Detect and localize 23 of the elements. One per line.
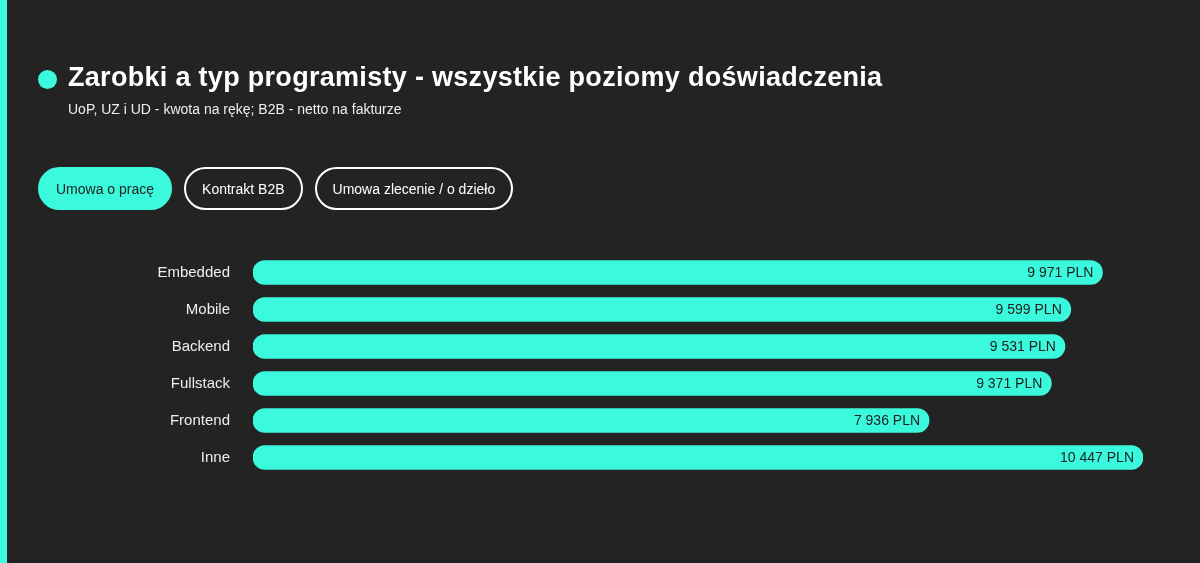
- data-label: 9 599 PLN: [995, 301, 1062, 318]
- data-label: 9 531 PLN: [989, 338, 1056, 355]
- y-tick-label: Inne: [200, 447, 230, 465]
- data-label: 9 371 PLN: [976, 375, 1043, 392]
- bar: [253, 297, 1072, 322]
- bar: [253, 260, 1103, 285]
- data-label: 10 447 PLN: [1060, 449, 1134, 466]
- bar: [253, 408, 930, 433]
- y-tick-label: Embedded: [157, 262, 230, 280]
- bar: [253, 371, 1052, 396]
- chart-subtitle: UoP, UZ i UD - kwota na rękę; B2B - netto na fakturze: [68, 101, 402, 117]
- y-tick-label: Fullstack: [170, 373, 231, 391]
- y-tick-label: Backend: [171, 336, 230, 354]
- data-label: 9 971 PLN: [1027, 264, 1094, 281]
- tab-button: Umowa zlecenie / o dzieło: [314, 167, 514, 210]
- tab-button: Umowa o pracę: [38, 167, 173, 210]
- tab-button: Kontrakt B2B: [184, 167, 303, 210]
- data-label: 7 936 PLN: [853, 412, 921, 429]
- y-tick-label: Mobile: [185, 299, 230, 317]
- bar: [253, 445, 1143, 470]
- y-tick-label: Frontend: [169, 410, 230, 428]
- chart-title: Zarobki a typ programisty - wszystkie poziomy doświadczenia: [68, 62, 883, 93]
- bar: [253, 334, 1066, 359]
